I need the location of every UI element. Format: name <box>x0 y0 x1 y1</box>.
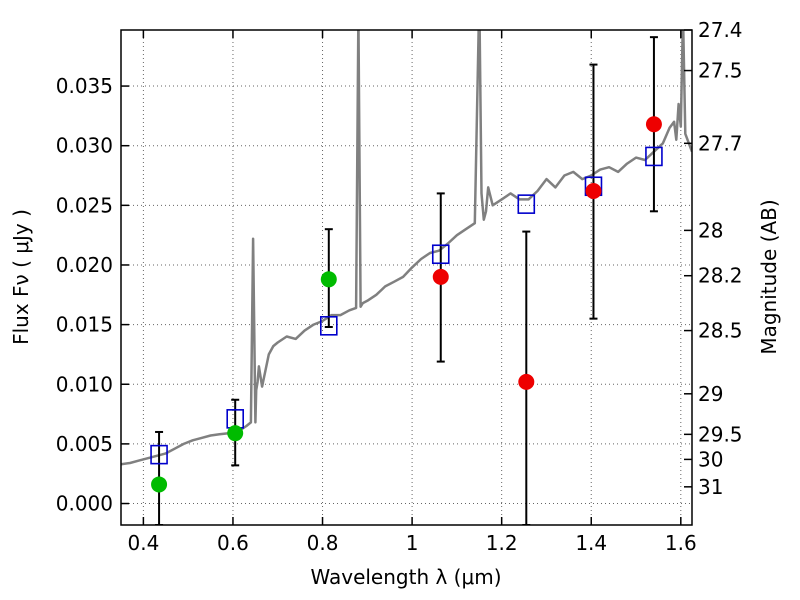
red-point-3 <box>645 116 662 133</box>
x-axis-label: Wavelength λ (μm) <box>310 565 501 589</box>
x-tick-label-4: 1.2 <box>486 531 518 555</box>
right-tick-label-7: 29.5 <box>698 422 743 446</box>
right-tick-label-6: 29 <box>698 382 723 406</box>
y-tick-label-6: 0.030 <box>56 134 113 158</box>
right-tick-label-1: 27.5 <box>698 59 743 83</box>
model-spectrum-line <box>121 30 692 466</box>
y-tick-label-4: 0.020 <box>56 253 113 277</box>
right-tick-label-3: 28 <box>698 218 723 242</box>
y-tick-label-5: 0.025 <box>56 193 113 217</box>
y-tick-label-1: 0.005 <box>56 432 113 456</box>
red-point-1 <box>518 373 535 390</box>
y-tick-label-0: 0.000 <box>56 492 113 516</box>
green-point-2 <box>320 271 337 288</box>
model-band-square-2 <box>319 316 338 336</box>
x-tick-label-0: 0.4 <box>127 531 159 555</box>
right-axis-ticks: 27.4 27.5 27.7 28 28.2 28.5 29 29.530 31 <box>684 18 743 499</box>
grid-lines <box>121 30 692 525</box>
x-tick-label-1: 0.6 <box>217 531 249 555</box>
plot-frame <box>120 29 693 526</box>
model-band-square-6 <box>645 146 663 167</box>
x-tick-label-6: 1.6 <box>665 531 697 555</box>
x-tick-label-2: 0.8 <box>307 531 339 555</box>
right-tick-label-5: 28.5 <box>698 319 743 343</box>
red-point-2 <box>585 183 602 200</box>
right-tick-label-8: 30 <box>698 447 723 471</box>
y-axis-ticks: 0.000 0.005 0.010 0.015 0.020 0.025 0.030 0.035 <box>56 74 129 516</box>
x-tick-label-3: 1 <box>406 531 419 555</box>
right-tick-label-2: 27.7 <box>698 131 743 155</box>
model-band-square-4 <box>517 194 536 214</box>
y-axis-label: Flux Fν ( μJy ) <box>9 209 33 345</box>
y-tick-label-7: 0.035 <box>56 74 113 98</box>
y-tick-label-2: 0.010 <box>56 372 113 396</box>
red-point-0 <box>432 268 449 285</box>
x-axis-ticks: 0.4 0.6 0.8 1 1.2 1.4 1.6 <box>127 30 697 555</box>
right-tick-label-0: 27.4 <box>698 18 743 42</box>
y-tick-label-3: 0.015 <box>56 313 113 337</box>
right-tick-label-4: 28.2 <box>698 264 743 288</box>
model-band-square-3 <box>431 244 450 265</box>
green-point-0 <box>151 476 168 493</box>
right-tick-label-9: 31 <box>698 475 723 499</box>
plot-border <box>120 29 693 526</box>
x-tick-label-5: 1.4 <box>575 531 607 555</box>
green-point-1 <box>227 425 244 442</box>
model-band-square-0 <box>150 444 168 465</box>
plot-area <box>121 30 692 525</box>
right-axis-label: Magnitude (AB) <box>757 199 781 354</box>
